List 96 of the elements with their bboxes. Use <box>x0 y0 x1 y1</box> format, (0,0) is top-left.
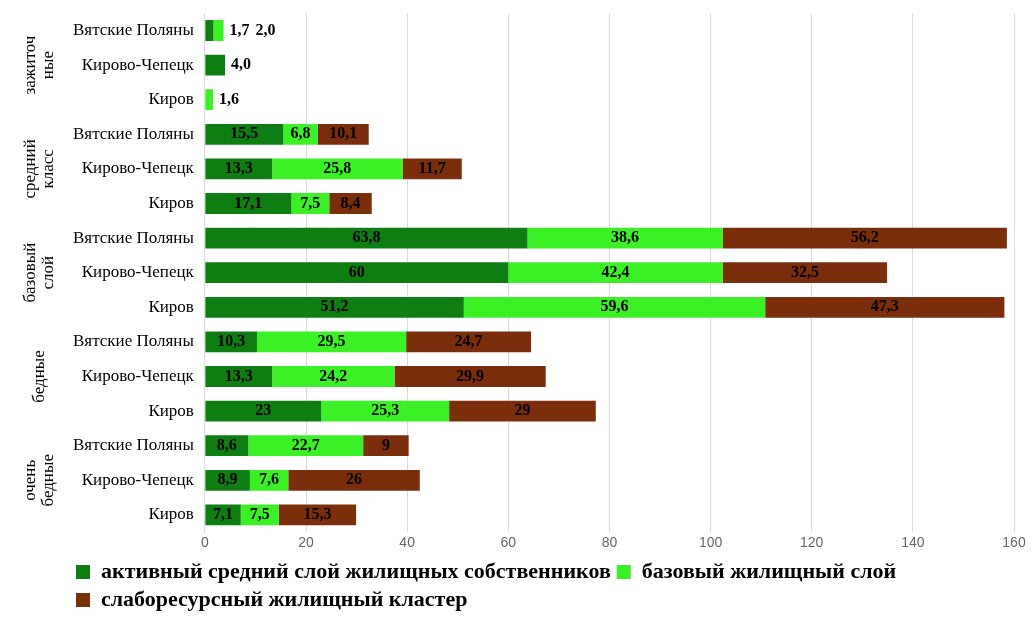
data-label: 7,5 <box>249 505 270 523</box>
data-label: 13,3 <box>224 159 253 177</box>
y-tick-label: Киров <box>148 89 194 109</box>
bar <box>205 193 292 214</box>
bar <box>272 366 395 387</box>
y-tick-label: Вятские Поляны <box>72 331 195 351</box>
data-label: 60 <box>348 262 365 280</box>
y-tick-label: Вятские Поляны <box>72 123 195 143</box>
text: средний класс <box>20 139 58 199</box>
data-label: 29 <box>514 401 531 419</box>
data-label: 15,5 <box>230 124 259 142</box>
text: бедные <box>29 350 49 403</box>
data-label: 24,7 <box>454 332 483 350</box>
legend-label: слаборесурсный жилищный кластер <box>101 585 468 611</box>
bar <box>205 123 284 145</box>
legend-label: базовый жилищный слой <box>641 557 897 583</box>
bar <box>449 400 596 422</box>
bar <box>248 435 364 457</box>
x-tick-label: 0 <box>200 534 209 551</box>
data-label: 56,2 <box>850 228 879 246</box>
x-tick-label: 120 <box>800 534 824 551</box>
y-tick-label: Киров <box>148 400 194 420</box>
y-tick-label: Вятские Поляны <box>72 19 195 39</box>
data-label: 11,7 <box>418 159 446 177</box>
bar <box>508 262 723 284</box>
data-label: 8,9 <box>217 470 238 488</box>
data-label: 1,7 <box>229 20 250 38</box>
data-label: 10,1 <box>329 124 358 142</box>
data-label: 63,8 <box>352 228 381 246</box>
bar <box>205 400 322 422</box>
bar <box>363 435 409 457</box>
data-label: 15,3 <box>303 505 332 523</box>
bar <box>463 296 766 318</box>
bar <box>205 89 213 111</box>
data-label: 23 <box>255 401 272 419</box>
data-label: 59,6 <box>600 297 629 315</box>
text: очень бедные <box>20 454 58 507</box>
bar <box>256 331 407 353</box>
bar <box>722 262 888 284</box>
data-label: 1,6 <box>218 89 239 107</box>
x-tick-label: 140 <box>901 534 925 551</box>
data-label: 7,6 <box>259 470 280 488</box>
bar <box>213 20 224 41</box>
x-tick-label: 80 <box>601 534 618 551</box>
data-label: 7,1 <box>213 505 234 523</box>
bar <box>406 331 532 353</box>
bar <box>205 296 464 318</box>
y-tick-label: Киров <box>148 296 194 316</box>
x-tick-label: 40 <box>399 534 416 551</box>
data-label: 47,3 <box>870 297 899 315</box>
data-label: 22,7 <box>291 435 320 453</box>
bar <box>205 20 214 41</box>
data-label: 26 <box>346 470 363 488</box>
data-label: 2,0 <box>255 20 276 38</box>
y-tick-label: Кирово-Чепецк <box>81 469 195 489</box>
x-tick-label: 60 <box>500 534 517 551</box>
y-tick-label: Киров <box>148 192 194 212</box>
y-tick-label: Вятские Поляны <box>72 435 195 455</box>
y-tick-label: Кирово-Чепецк <box>81 365 195 385</box>
data-label: 24,2 <box>319 366 348 384</box>
bar <box>722 227 1007 249</box>
data-label: 8,6 <box>216 435 237 453</box>
data-label: 51,2 <box>320 297 349 315</box>
data-label: 25,3 <box>371 401 400 419</box>
data-label: 8,4 <box>340 193 361 211</box>
data-label: 13,3 <box>224 366 253 384</box>
x-tick-label: 100 <box>698 534 723 551</box>
text: базовый слой <box>20 242 58 303</box>
bar <box>205 227 528 249</box>
bar <box>205 262 509 284</box>
data-label: 32,5 <box>790 262 819 280</box>
legend-label: активный средний слой жилищных собственников <box>101 557 611 583</box>
data-label: 10,3 <box>217 332 246 350</box>
bar <box>527 227 723 249</box>
y-tick-label: Кирово-Чепецк <box>81 54 195 74</box>
data-label: 4,0 <box>231 55 252 73</box>
x-tick-label: 160 <box>1002 534 1026 551</box>
y-tick-label: Вятские Поляны <box>72 227 195 247</box>
data-label: 38,6 <box>611 228 640 246</box>
data-label: 6,8 <box>290 124 311 142</box>
data-label: 42,4 <box>601 262 630 280</box>
bar <box>288 469 420 491</box>
data-label: 9 <box>381 435 390 453</box>
data-label: 17,1 <box>234 193 263 211</box>
y-tick-label: Кирово-Чепецк <box>81 262 195 282</box>
data-label: 29,5 <box>317 332 346 350</box>
bar <box>205 54 226 76</box>
bar <box>765 296 1005 318</box>
text: зажиточ ные <box>20 35 58 95</box>
bar <box>394 366 546 387</box>
x-tick-label: 20 <box>298 534 315 551</box>
data-label: 25,8 <box>323 159 352 177</box>
y-tick-label: Кирово-Чепецк <box>81 158 195 178</box>
data-label: 7,5 <box>300 193 321 211</box>
y-tick-label: Киров <box>148 504 194 524</box>
data-label: 29,9 <box>456 366 485 384</box>
